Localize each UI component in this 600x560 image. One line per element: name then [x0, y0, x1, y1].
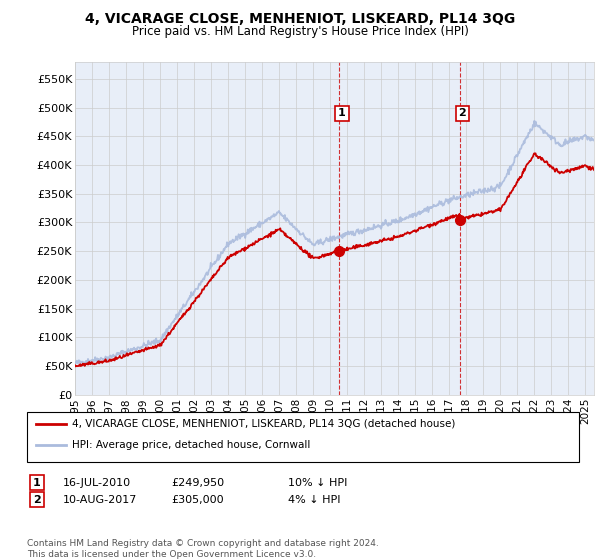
Text: HPI: Average price, detached house, Cornwall: HPI: Average price, detached house, Corn… — [72, 440, 310, 450]
Text: £305,000: £305,000 — [171, 494, 224, 505]
Text: 16-JUL-2010: 16-JUL-2010 — [63, 478, 131, 488]
Text: 4% ↓ HPI: 4% ↓ HPI — [288, 494, 341, 505]
Text: 10-AUG-2017: 10-AUG-2017 — [63, 494, 137, 505]
Text: 2: 2 — [33, 494, 41, 505]
Text: 2: 2 — [458, 108, 466, 118]
Text: 10% ↓ HPI: 10% ↓ HPI — [288, 478, 347, 488]
Text: Contains HM Land Registry data © Crown copyright and database right 2024.
This d: Contains HM Land Registry data © Crown c… — [27, 539, 379, 559]
Text: 1: 1 — [338, 108, 346, 118]
Text: 1: 1 — [33, 478, 41, 488]
Text: 4, VICARAGE CLOSE, MENHENIOT, LISKEARD, PL14 3QG: 4, VICARAGE CLOSE, MENHENIOT, LISKEARD, … — [85, 12, 515, 26]
Text: £249,950: £249,950 — [171, 478, 224, 488]
Text: Price paid vs. HM Land Registry's House Price Index (HPI): Price paid vs. HM Land Registry's House … — [131, 25, 469, 38]
Text: 4, VICARAGE CLOSE, MENHENIOT, LISKEARD, PL14 3QG (detached house): 4, VICARAGE CLOSE, MENHENIOT, LISKEARD, … — [72, 419, 455, 429]
